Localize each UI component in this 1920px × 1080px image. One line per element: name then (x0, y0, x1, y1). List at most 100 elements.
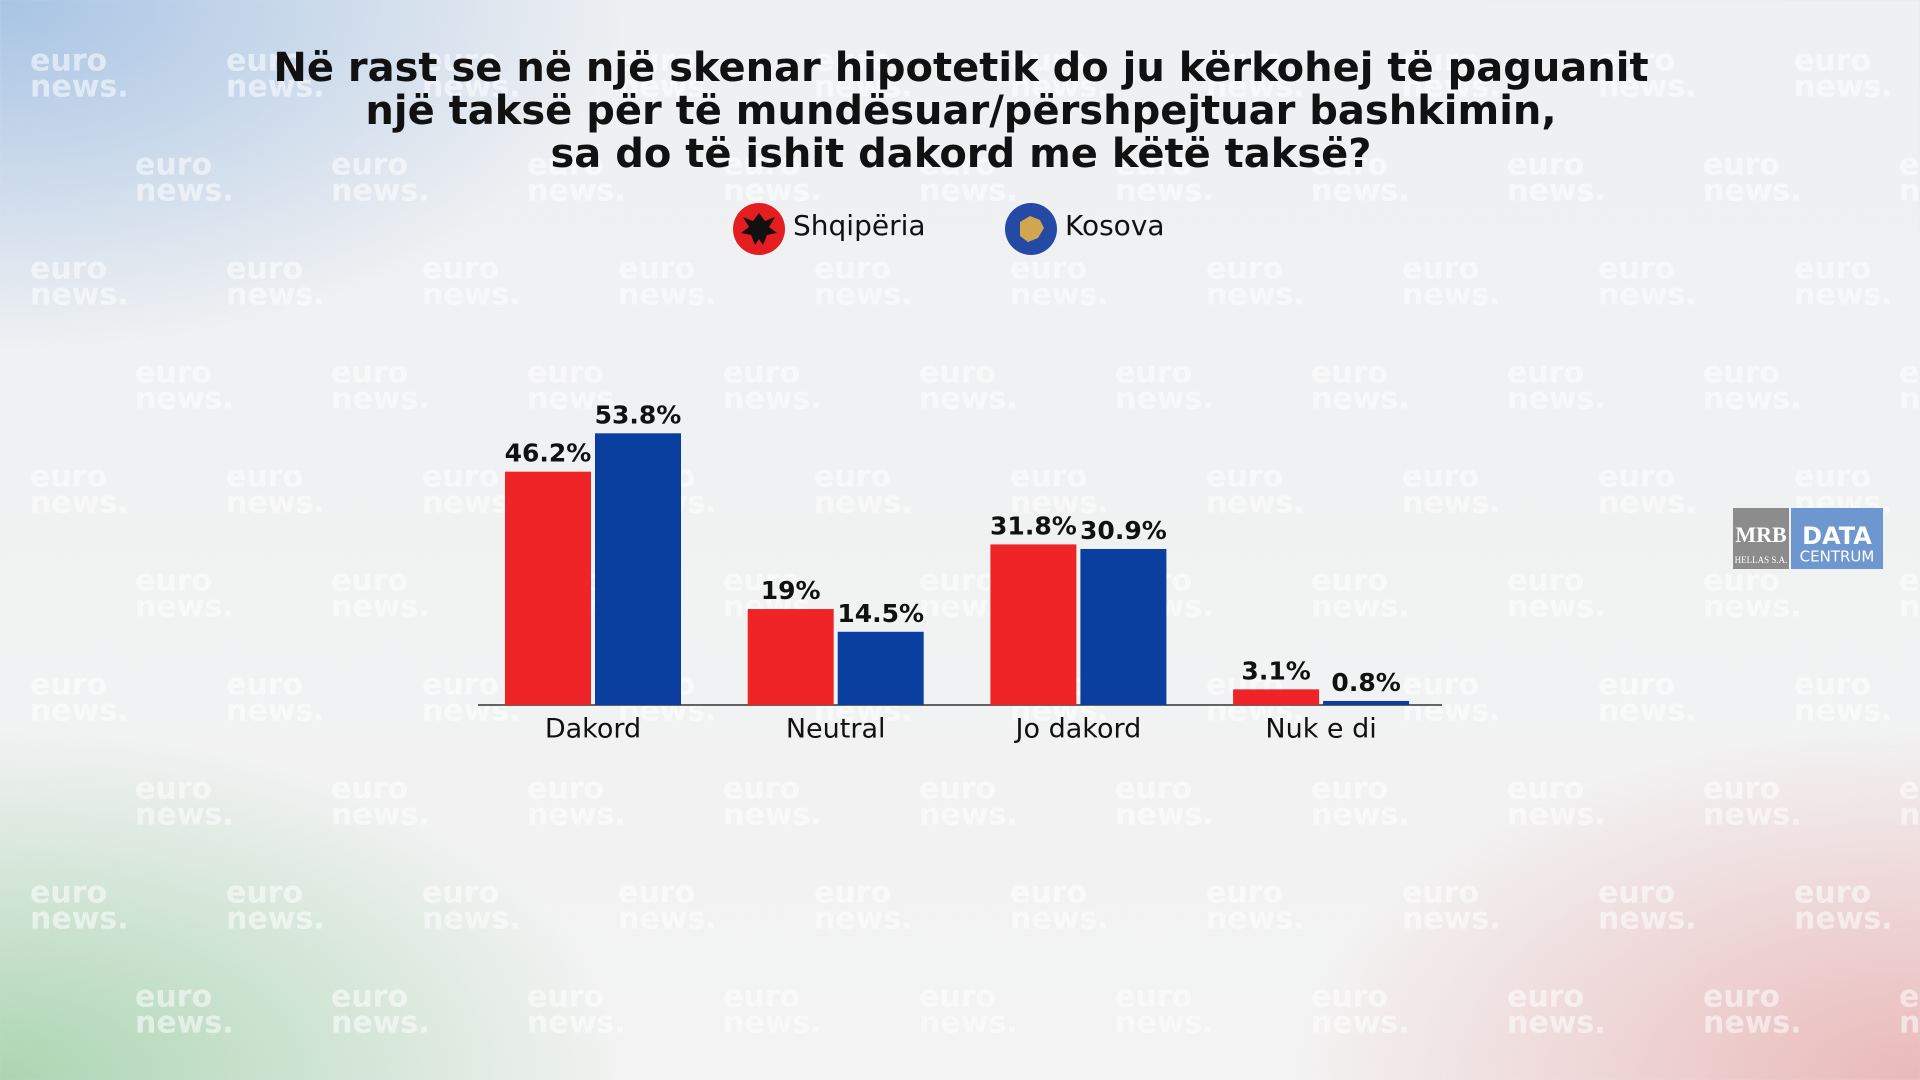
watermark: news. (1010, 486, 1109, 521)
watermark: euro (1206, 876, 1283, 911)
watermark: euro (1010, 460, 1087, 495)
watermark: news. (527, 382, 626, 417)
legend: Shqipëria Kosova (733, 203, 1165, 255)
watermark: euro (331, 772, 408, 807)
watermark: euro (30, 876, 107, 911)
watermark: euro (1507, 356, 1584, 391)
watermark: news. (1402, 902, 1501, 937)
watermark: news. (331, 798, 430, 833)
watermark: euro (1598, 876, 1675, 911)
watermark: news. (226, 486, 325, 521)
watermark: euro (1794, 44, 1871, 79)
watermark: euro (1402, 44, 1479, 79)
watermark: euro (1311, 772, 1388, 807)
value-label: 53.8% (595, 400, 682, 429)
watermark: news. (1794, 902, 1893, 937)
watermark: euro (226, 668, 303, 703)
watermark: euro (1703, 356, 1780, 391)
watermark: euro (135, 564, 212, 599)
watermark: euro (527, 772, 604, 807)
bar (1233, 689, 1320, 705)
watermark: euro (1507, 772, 1584, 807)
watermark: euro (422, 876, 499, 911)
watermark: euro (135, 980, 212, 1015)
watermark: euro (331, 148, 408, 183)
watermark: euro (1899, 772, 1920, 807)
watermarks: euronews.euronews.euronews.euronews.euro… (30, 44, 1920, 1041)
watermark: euro (618, 876, 695, 911)
watermark: news. (1598, 902, 1697, 937)
watermark: news. (527, 174, 626, 209)
watermark: news. (723, 798, 822, 833)
watermark: news. (618, 70, 717, 105)
watermark: euro (1010, 252, 1087, 287)
watermark: news. (1402, 486, 1501, 521)
value-label: 19% (761, 576, 821, 605)
x-tick-label: Jo dakord (1014, 714, 1142, 745)
watermark: euro (814, 876, 891, 911)
watermark: news. (331, 382, 430, 417)
watermark: euro (1794, 460, 1871, 495)
watermark: news. (135, 1006, 234, 1041)
watermark: news. (1206, 70, 1305, 105)
watermark: news. (331, 590, 430, 625)
watermark: news. (1402, 694, 1501, 729)
watermark: news. (30, 70, 129, 105)
watermark: euro (1507, 148, 1584, 183)
watermark: euro (1115, 356, 1192, 391)
watermark: euro (1402, 252, 1479, 287)
watermark: euro (723, 148, 800, 183)
watermark: news. (527, 798, 626, 833)
watermark: news. (1115, 1006, 1214, 1041)
watermark: euro (1598, 668, 1675, 703)
watermark: news. (135, 382, 234, 417)
watermark: euro (1115, 980, 1192, 1015)
watermark: euro (723, 980, 800, 1015)
value-label: 31.8% (990, 511, 1077, 540)
kosovo-map (1020, 216, 1044, 242)
value-label: 3.1% (1241, 656, 1310, 685)
watermark: euro (1402, 876, 1479, 911)
watermark: news. (1311, 1006, 1410, 1041)
bar (1323, 700, 1410, 705)
watermark: euro (30, 460, 107, 495)
watermark: news. (422, 694, 521, 729)
watermark: euro (1899, 356, 1920, 391)
x-tick-label: Dakord (545, 714, 641, 745)
watermark: news. (1598, 70, 1697, 105)
watermark: euro (226, 44, 303, 79)
title: Në rast se në një skenar hipotetik do ju… (273, 45, 1648, 177)
watermark: news. (422, 278, 521, 313)
eagle (741, 213, 777, 245)
watermark: euro (1507, 980, 1584, 1015)
watermark: news. (1794, 70, 1893, 105)
watermark: news. (226, 278, 325, 313)
legend-label: Shqipëria (793, 209, 926, 242)
watermark: news. (331, 1006, 430, 1041)
watermark: news. (422, 486, 521, 521)
watermark: euro (527, 980, 604, 1015)
logo: MRB HELLAS S.A. DATA CENTRUM (1733, 508, 1883, 569)
watermark: news. (1794, 278, 1893, 313)
watermark: euro (1311, 356, 1388, 391)
watermark: news. (1206, 486, 1305, 521)
watermark: euro (422, 252, 499, 287)
watermark: euro (331, 564, 408, 599)
bars: Dakord 46.2%53.8% Neutral 19% 14.5% Jo dakord… (505, 400, 1410, 745)
watermark: euro (1598, 252, 1675, 287)
watermark: news. (919, 1006, 1018, 1041)
watermark: euro (1010, 876, 1087, 911)
bar (595, 433, 681, 705)
watermark: euro (1206, 252, 1283, 287)
logo-text: CENTRUM (1800, 548, 1875, 566)
watermark: euro (723, 772, 800, 807)
watermark: news. (1507, 174, 1606, 209)
watermark: news. (1703, 382, 1802, 417)
watermark: news. (1115, 382, 1214, 417)
watermark: euro (919, 356, 996, 391)
watermark: news. (1899, 590, 1920, 625)
watermark: euro (1206, 460, 1283, 495)
watermark: euro (814, 44, 891, 79)
watermark: news. (30, 694, 129, 729)
